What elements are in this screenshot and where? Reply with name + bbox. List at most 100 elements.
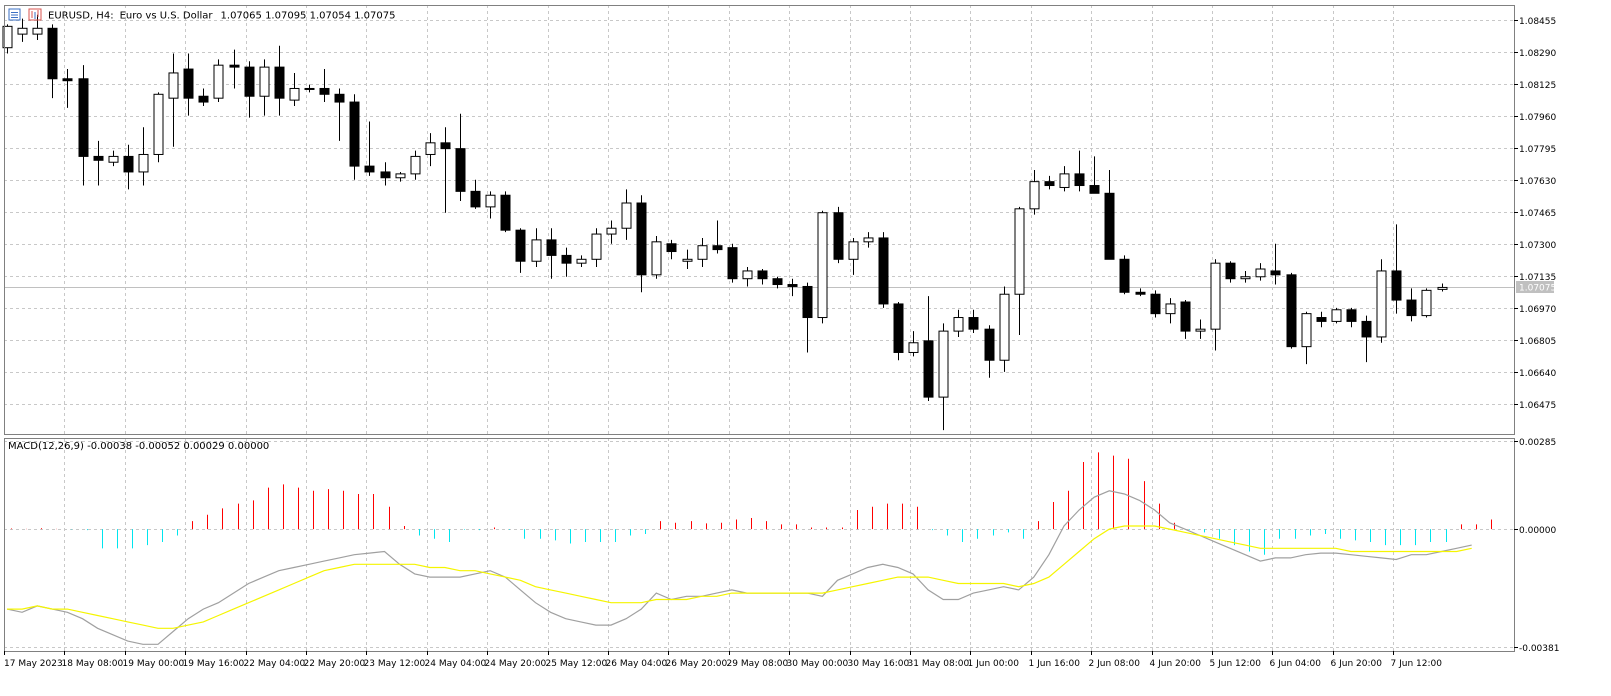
candle[interactable] — [787, 278, 798, 297]
candle[interactable] — [1180, 300, 1191, 339]
candle[interactable] — [1119, 255, 1130, 295]
candle[interactable] — [108, 150, 119, 167]
candle[interactable] — [364, 121, 375, 176]
candle[interactable] — [470, 179, 481, 209]
candle[interactable] — [908, 331, 919, 357]
candle[interactable] — [168, 53, 179, 147]
candle[interactable] — [93, 140, 104, 186]
candle[interactable] — [455, 113, 466, 202]
candle[interactable] — [817, 210, 828, 324]
candle[interactable] — [1346, 307, 1357, 328]
window-icon[interactable] — [8, 8, 21, 21]
candle[interactable] — [651, 236, 662, 279]
candle[interactable] — [1437, 283, 1448, 292]
candle[interactable] — [666, 239, 677, 260]
macd-axis[interactable]: 0.00285 0.00000 -0.00381 — [1514, 438, 1559, 654]
candle[interactable] — [1376, 259, 1387, 343]
candle[interactable] — [999, 286, 1010, 372]
candle[interactable] — [485, 191, 496, 219]
candle[interactable] — [1210, 259, 1221, 351]
candle[interactable] — [606, 220, 617, 244]
candle[interactable] — [183, 53, 194, 116]
candle[interactable] — [1301, 311, 1312, 365]
candle[interactable] — [17, 18, 28, 42]
candle[interactable] — [153, 92, 164, 163]
candle[interactable] — [410, 150, 421, 180]
candle[interactable] — [289, 72, 300, 106]
candle[interactable] — [138, 127, 149, 186]
candle[interactable] — [833, 206, 844, 264]
candle[interactable] — [953, 309, 964, 337]
candle[interactable] — [984, 325, 995, 378]
macd-indicator-label[interactable]: MACD(12,26,9) -0.00038 -0.00052 0.00029 … — [8, 441, 269, 452]
candle[interactable] — [742, 267, 753, 287]
candle[interactable] — [1391, 224, 1402, 314]
candle[interactable] — [274, 45, 285, 116]
candle[interactable] — [1331, 307, 1342, 324]
candle[interactable] — [591, 228, 602, 268]
candle[interactable] — [1255, 263, 1266, 281]
candle[interactable] — [1074, 150, 1085, 192]
candle[interactable] — [1225, 261, 1236, 283]
candles-layer[interactable] — [2, 14, 1448, 431]
candle[interactable] — [1089, 156, 1100, 194]
candle[interactable] — [304, 84, 315, 93]
candle[interactable] — [863, 232, 874, 248]
candle[interactable] — [923, 296, 934, 401]
candle[interactable] — [697, 237, 708, 268]
candle[interactable] — [621, 189, 632, 240]
candle[interactable] — [757, 269, 768, 285]
candle[interactable] — [802, 282, 813, 353]
candle[interactable] — [772, 276, 783, 289]
candle[interactable] — [893, 302, 904, 361]
candle[interactable] — [515, 228, 526, 273]
candle[interactable] — [531, 228, 542, 268]
candle[interactable] — [576, 255, 587, 268]
candle[interactable] — [636, 195, 647, 293]
candle[interactable] — [425, 133, 436, 167]
candle[interactable] — [1029, 170, 1040, 215]
candle[interactable] — [1165, 298, 1176, 324]
candle[interactable] — [1150, 290, 1161, 318]
candle[interactable] — [62, 69, 73, 108]
candle[interactable] — [334, 88, 345, 141]
candle[interactable] — [1270, 243, 1281, 285]
candle[interactable] — [440, 127, 451, 213]
candle[interactable] — [259, 59, 270, 116]
candle[interactable] — [1316, 311, 1327, 328]
candle[interactable] — [198, 88, 209, 106]
chart-type-icon[interactable] — [28, 8, 42, 21]
price-axis[interactable]: 1.08455 1.08290 1.08125 1.07960 1.07795 1.076… — [1514, 17, 1556, 411]
candle[interactable] — [1421, 288, 1432, 318]
candle[interactable] — [319, 69, 330, 103]
candle[interactable] — [47, 24, 58, 99]
candle[interactable] — [123, 144, 134, 190]
candle[interactable] — [1044, 175, 1055, 190]
candle[interactable] — [1240, 270, 1251, 283]
candle[interactable] — [1104, 170, 1115, 260]
candle[interactable] — [1014, 206, 1025, 335]
candle[interactable] — [2, 24, 13, 54]
candle[interactable] — [727, 243, 738, 283]
candle[interactable] — [78, 65, 89, 186]
candle[interactable] — [848, 237, 859, 275]
candle[interactable] — [712, 220, 723, 254]
candle[interactable] — [682, 249, 693, 269]
candle[interactable] — [1195, 319, 1206, 339]
candle[interactable] — [380, 162, 391, 186]
candle[interactable] — [244, 61, 255, 118]
candle[interactable] — [1286, 272, 1297, 349]
candle[interactable] — [229, 49, 240, 89]
candle[interactable] — [968, 309, 979, 334]
candle[interactable] — [878, 232, 889, 308]
candle[interactable] — [1059, 166, 1070, 192]
candle[interactable] — [395, 171, 406, 182]
candle[interactable] — [546, 228, 557, 279]
candle[interactable] — [349, 94, 360, 180]
candle[interactable] — [1406, 288, 1417, 322]
candle[interactable] — [500, 191, 511, 233]
candle[interactable] — [938, 323, 949, 431]
